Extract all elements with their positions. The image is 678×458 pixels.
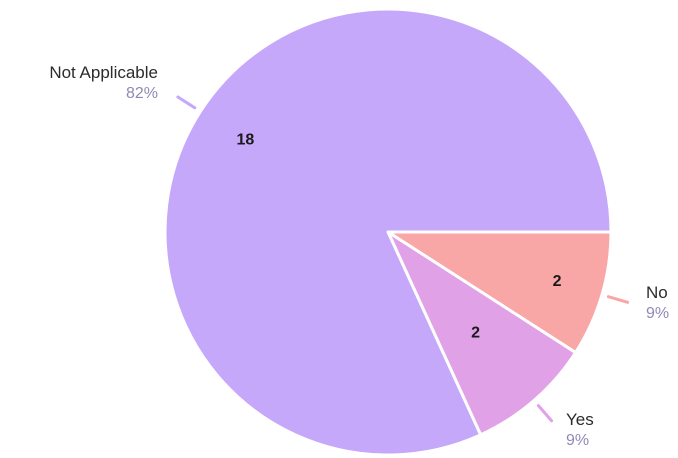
- percent-label-not-applicable: 82%: [126, 85, 158, 102]
- pie-labels: 2 No 9% 2 Yes 9% 18 Not Applicable 82%: [49, 63, 669, 449]
- pie-slice-no: [386, 230, 613, 355]
- category-label-not-applicable: Not Applicable: [49, 63, 158, 82]
- category-label-no: No: [646, 283, 668, 302]
- category-label-yes: Yes: [566, 410, 594, 429]
- slice-value-label-yes: 2: [471, 324, 480, 341]
- leader-line-yes: [536, 404, 554, 423]
- slice-value-label-no: 2: [553, 273, 562, 290]
- percent-label-no: 9%: [646, 305, 669, 322]
- slice-value-label-not-applicable: 18: [237, 132, 255, 149]
- pie-slice-not-applicable: [163, 7, 613, 457]
- leader-line-not-applicable: [176, 95, 197, 110]
- pie-slice-yes: [386, 230, 578, 437]
- leader-line-no: [606, 295, 630, 304]
- pie-slices: [163, 7, 613, 457]
- percent-label-yes: 9%: [566, 432, 589, 449]
